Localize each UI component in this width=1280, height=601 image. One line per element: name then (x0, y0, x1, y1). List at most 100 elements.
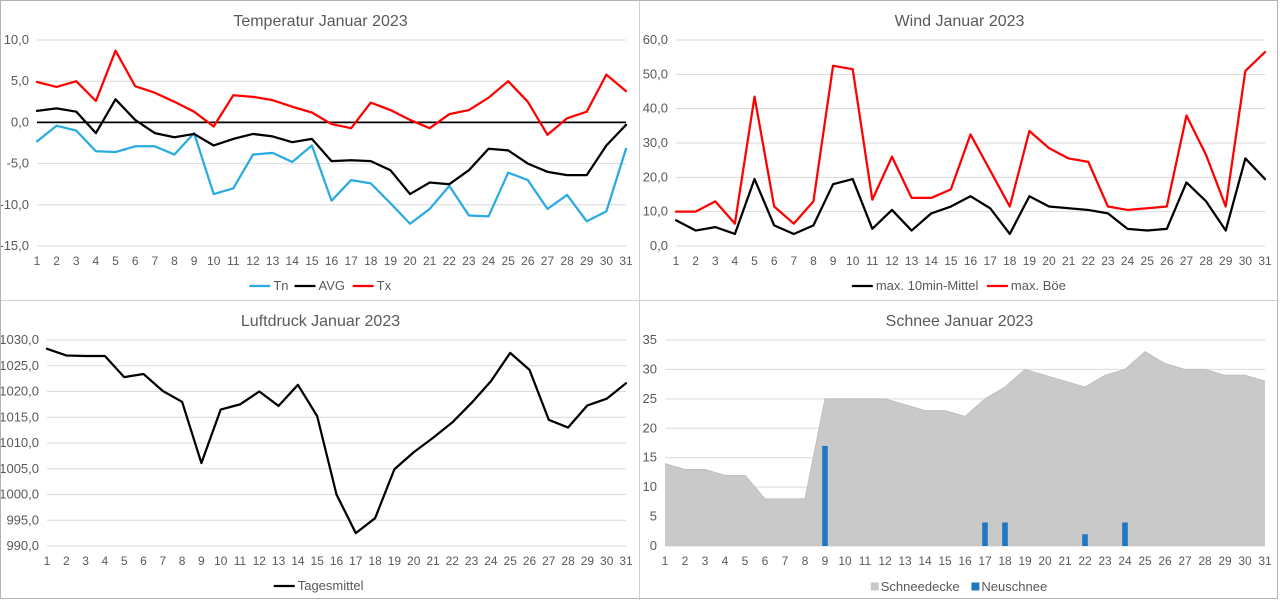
svg-text:50,0: 50,0 (643, 66, 668, 81)
svg-text:20: 20 (1042, 254, 1056, 268)
svg-text:17: 17 (349, 554, 363, 568)
svg-text:40,0: 40,0 (643, 101, 668, 116)
svg-text:10,0: 10,0 (643, 204, 668, 219)
svg-text:12: 12 (878, 554, 892, 568)
svg-text:22: 22 (446, 554, 460, 568)
svg-text:7: 7 (159, 554, 166, 568)
svg-text:1000,0: 1000,0 (1, 486, 39, 501)
svg-text:20: 20 (1038, 554, 1052, 568)
svg-text:995,0: 995,0 (6, 512, 39, 527)
svg-text:30,0: 30,0 (643, 135, 668, 150)
svg-text:20: 20 (407, 554, 421, 568)
svg-text:Tn: Tn (273, 278, 288, 293)
svg-text:AVG: AVG (319, 278, 346, 293)
svg-text:5: 5 (742, 554, 749, 568)
svg-text:7: 7 (782, 554, 789, 568)
svg-text:60,0: 60,0 (643, 32, 668, 47)
svg-text:Schnee Januar 2023: Schnee Januar 2023 (886, 313, 1034, 330)
svg-text:0: 0 (650, 538, 657, 553)
svg-text:22: 22 (1078, 554, 1092, 568)
svg-text:0,0: 0,0 (650, 238, 668, 253)
svg-text:1015,0: 1015,0 (1, 409, 39, 424)
svg-text:35: 35 (643, 332, 657, 347)
svg-text:11: 11 (866, 254, 879, 268)
svg-text:27: 27 (542, 554, 556, 568)
svg-text:21: 21 (426, 554, 440, 568)
svg-text:5,0: 5,0 (11, 73, 29, 88)
svg-text:12: 12 (246, 254, 260, 268)
svg-text:13: 13 (272, 554, 286, 568)
svg-text:7: 7 (151, 254, 158, 268)
svg-text:10: 10 (838, 554, 852, 568)
svg-text:16: 16 (330, 554, 344, 568)
svg-text:8: 8 (179, 554, 186, 568)
svg-text:17: 17 (978, 554, 992, 568)
svg-text:9: 9 (830, 254, 837, 268)
svg-text:9: 9 (198, 554, 205, 568)
svg-text:20,0: 20,0 (643, 169, 668, 184)
svg-text:20: 20 (403, 254, 417, 268)
svg-text:14: 14 (291, 554, 305, 568)
svg-text:19: 19 (388, 554, 402, 568)
svg-text:18: 18 (998, 554, 1012, 568)
svg-text:10: 10 (643, 479, 657, 494)
svg-text:12: 12 (253, 554, 267, 568)
svg-text:27: 27 (1180, 254, 1194, 268)
svg-text:-15,0: -15,0 (1, 238, 29, 253)
svg-text:24: 24 (1121, 254, 1135, 268)
svg-text:30: 30 (1238, 554, 1252, 568)
svg-text:Schneedecke: Schneedecke (881, 579, 960, 594)
svg-text:1020,0: 1020,0 (1, 383, 39, 398)
svg-text:3: 3 (702, 554, 709, 568)
svg-text:14: 14 (286, 254, 300, 268)
svg-text:11: 11 (859, 554, 872, 568)
svg-text:13: 13 (266, 254, 280, 268)
svg-text:28: 28 (1198, 554, 1212, 568)
svg-text:0,0: 0,0 (11, 114, 29, 129)
svg-text:8: 8 (171, 254, 178, 268)
svg-text:Luftdruck Januar 2023: Luftdruck Januar 2023 (241, 313, 400, 330)
svg-text:Wind Januar 2023: Wind Januar 2023 (895, 13, 1025, 30)
svg-text:16: 16 (964, 254, 978, 268)
svg-text:26: 26 (1158, 554, 1172, 568)
svg-text:31: 31 (619, 554, 633, 568)
svg-text:25: 25 (643, 390, 657, 405)
svg-text:22: 22 (443, 254, 457, 268)
svg-text:10: 10 (846, 254, 860, 268)
svg-text:25: 25 (504, 554, 518, 568)
svg-text:18: 18 (364, 254, 378, 268)
svg-text:2: 2 (63, 554, 70, 568)
svg-text:8: 8 (802, 554, 809, 568)
svg-text:8: 8 (810, 254, 817, 268)
svg-text:21: 21 (423, 254, 437, 268)
svg-text:31: 31 (619, 254, 633, 268)
svg-text:26: 26 (523, 554, 537, 568)
svg-text:11: 11 (227, 254, 240, 268)
svg-text:6: 6 (140, 554, 147, 568)
svg-text:28: 28 (560, 254, 574, 268)
svg-text:990,0: 990,0 (6, 538, 39, 553)
svg-text:25: 25 (1138, 554, 1152, 568)
svg-text:29: 29 (580, 254, 594, 268)
svg-text:24: 24 (484, 554, 498, 568)
svg-text:14: 14 (925, 254, 939, 268)
svg-text:-10,0: -10,0 (1, 197, 29, 212)
svg-text:Tx: Tx (377, 278, 392, 293)
svg-text:13: 13 (905, 254, 919, 268)
svg-text:23: 23 (465, 554, 479, 568)
svg-text:25: 25 (1141, 254, 1155, 268)
svg-text:26: 26 (521, 254, 535, 268)
svg-text:10: 10 (214, 554, 228, 568)
svg-text:20: 20 (643, 420, 657, 435)
svg-text:13: 13 (898, 554, 912, 568)
svg-text:6: 6 (771, 254, 778, 268)
svg-text:2: 2 (692, 254, 699, 268)
svg-text:5: 5 (121, 554, 128, 568)
svg-text:1010,0: 1010,0 (1, 435, 39, 450)
svg-text:19: 19 (1018, 554, 1032, 568)
svg-text:30: 30 (600, 554, 614, 568)
svg-text:1005,0: 1005,0 (1, 460, 39, 475)
svg-text:15: 15 (944, 254, 958, 268)
svg-text:7: 7 (790, 254, 797, 268)
svg-text:4: 4 (93, 254, 100, 268)
